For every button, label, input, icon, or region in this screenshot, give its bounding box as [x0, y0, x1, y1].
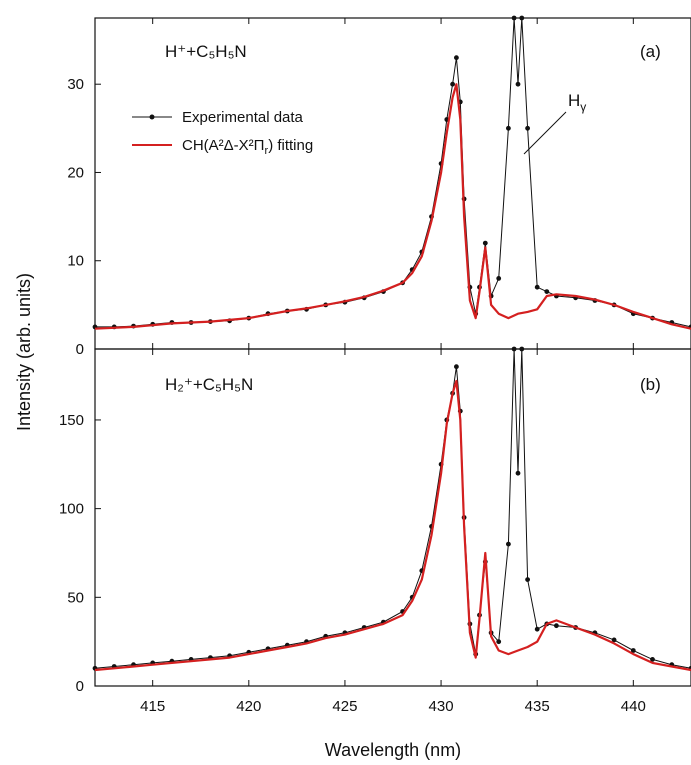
x-tick-labels: 415 420 425 430 435 440 [140, 698, 646, 715]
y-tick-label: 20 [67, 164, 84, 181]
experimental-point [525, 125, 530, 131]
panel-b-reaction-label: H₂⁺+C₅H₅N [165, 375, 253, 394]
y-tick-label: 30 [67, 76, 84, 93]
experimental-point [511, 346, 517, 352]
experimental-point [519, 15, 525, 21]
experimental-line [95, 17, 691, 328]
experimental-point [554, 623, 559, 629]
y-tick-label: 50 [67, 589, 84, 606]
experimental-point [515, 470, 521, 476]
x-tick-label: 425 [332, 698, 357, 715]
panel-b-fit-series [94, 379, 691, 672]
legend-fit-label: CH(A²Δ-X²Πr) fitting [182, 137, 313, 157]
legend: Experimental data CH(A²Δ-X²Πr) fitting [132, 109, 313, 157]
panel-a-reaction-label: H⁺+C₅H₅N [165, 42, 247, 61]
x-tick-label: 440 [621, 698, 646, 715]
legend-experimental-label: Experimental data [182, 109, 304, 126]
experimental-point [496, 639, 502, 645]
experimental-point [511, 15, 517, 21]
panel-a-label: (a) [640, 42, 661, 61]
legend-experimental-marker [149, 114, 155, 120]
h-gamma-pointer [523, 111, 567, 155]
experimental-point [450, 81, 455, 87]
x-tick-label: 435 [525, 698, 550, 715]
x-tick-label: 415 [140, 698, 165, 715]
y-axis-title: Intensity (arb. units) [14, 273, 34, 431]
experimental-point [519, 346, 525, 352]
experimental-point [630, 648, 636, 653]
panel-a-experimental-series [92, 15, 691, 330]
x-axis-title: Wavelength (nm) [325, 740, 461, 760]
experimental-point [454, 55, 459, 61]
experimental-point [611, 637, 617, 643]
experimental-point [454, 364, 459, 370]
experimental-point [496, 276, 502, 281]
x-tick-label: 420 [236, 698, 261, 715]
panel-b-label: (b) [640, 375, 661, 394]
axis-ticks [95, 18, 634, 687]
y-tick-label: 0 [76, 341, 84, 358]
y-tick-label: 150 [59, 412, 84, 429]
y-tick-label: 100 [59, 501, 84, 518]
h-gamma-label: Hγ [568, 91, 586, 114]
experimental-point [534, 626, 540, 632]
experimental-point [506, 125, 511, 131]
panel-b-frame [94, 348, 691, 687]
panel-b-y-tick-labels: 0 50 100 150 [59, 412, 84, 695]
experimental-point [515, 81, 521, 87]
experimental-point [506, 541, 511, 547]
fit-line [94, 83, 691, 330]
panel-b-experimental-series [92, 346, 691, 671]
experimental-point [482, 240, 488, 246]
panel-a-y-tick-labels: 0 10 20 30 [67, 76, 84, 358]
experimental-point [534, 284, 540, 290]
experimental-point [650, 657, 655, 662]
y-tick-label: 10 [67, 253, 84, 270]
x-tick-label: 430 [429, 698, 454, 715]
experimental-point [544, 289, 550, 294]
experimental-point [525, 577, 530, 582]
fit-line [94, 379, 691, 672]
panel-a-frame [94, 17, 691, 350]
y-tick-label: 0 [76, 678, 84, 695]
panel-a-fit-series [94, 83, 691, 330]
